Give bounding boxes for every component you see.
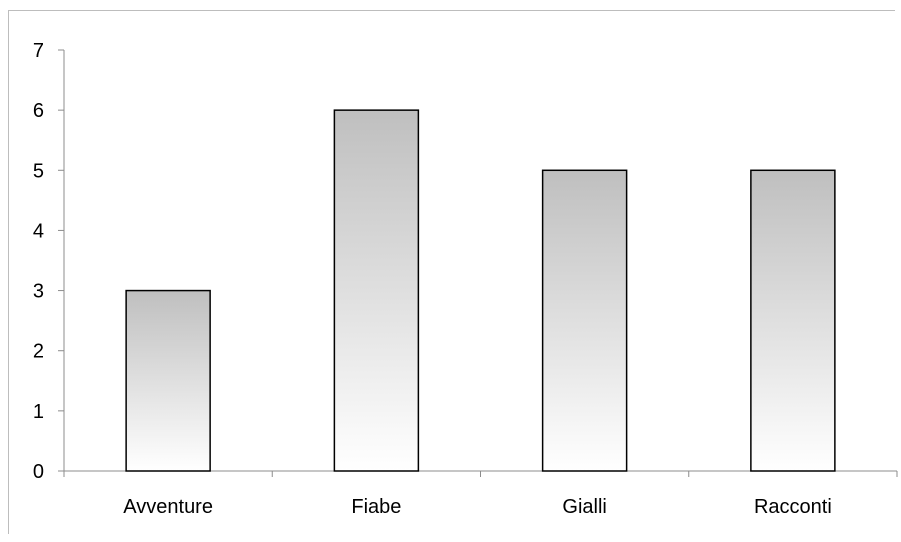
bar-racconti: [750, 169, 836, 472]
x-category-label: Gialli: [562, 496, 606, 518]
y-tick-label: 3: [33, 281, 44, 303]
y-tick-label: 6: [33, 100, 44, 122]
chart-frame: [8, 10, 895, 534]
y-tick-label: 4: [33, 220, 44, 242]
bar-gialli: [541, 169, 628, 472]
y-axis: 0 1 2 3 4 5 6 7: [33, 40, 65, 483]
y-tick-label: 0: [33, 461, 44, 483]
y-tick-label: 7: [33, 40, 44, 62]
x-category-label: Avventure: [123, 496, 213, 518]
y-tick-label: 5: [33, 160, 44, 182]
y-tick-label: 1: [33, 401, 44, 423]
x-category-label: Racconti: [754, 496, 832, 518]
bar-avventure: [125, 289, 211, 472]
y-tick-label: 2: [33, 341, 44, 363]
x-category-label: Fiabe: [351, 496, 401, 518]
bars: [125, 109, 836, 472]
x-axis: Avventure Fiabe Gialli Racconti: [63, 470, 898, 518]
bar-fiabe: [333, 109, 420, 472]
